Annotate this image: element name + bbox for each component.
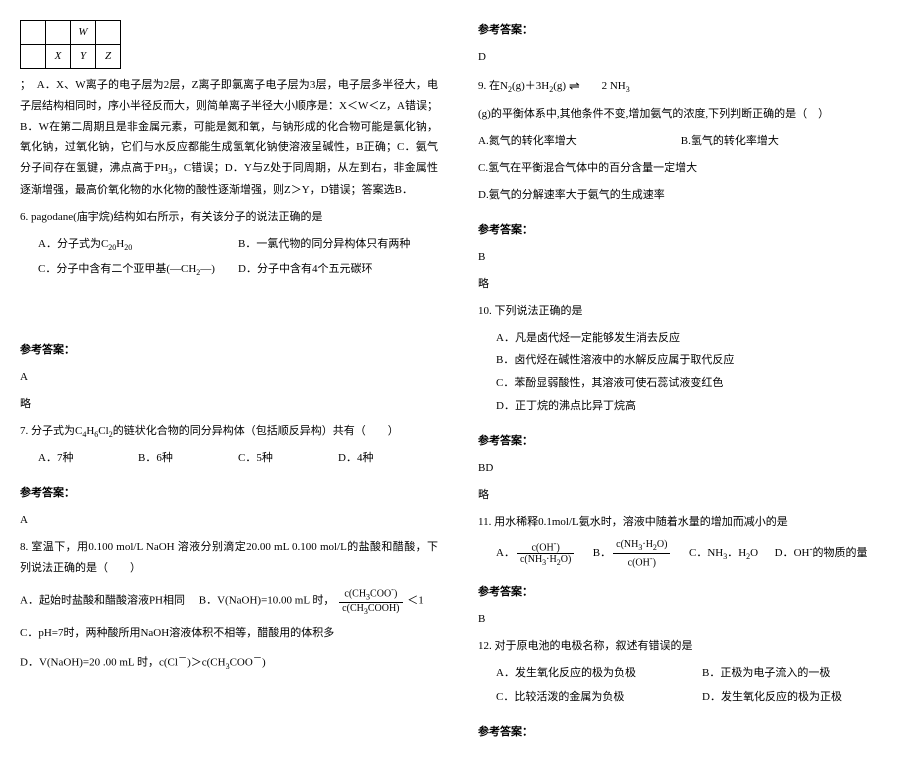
q12-option-d: D．发生氧化反应的极为正极 bbox=[702, 687, 908, 708]
answer-7: A bbox=[20, 510, 438, 531]
q8-b-fraction: c(CH3COO-) c(CH3COOH) bbox=[339, 585, 402, 617]
right-column: 参考答案： D 9. 在N2(g)＋3H2(g) 2 NH3 (g)的平衡体系中… bbox=[478, 20, 908, 749]
q8-stem: 8. 室温下，用0.100 mol/L NaOH 溶液分别滴定20.00 mL … bbox=[20, 537, 438, 579]
q8-option-a: A．起始时盐酸和醋酸溶液PH相同 bbox=[20, 594, 185, 606]
answer-label-11: 参考答案： bbox=[478, 582, 908, 603]
q6-option-a: A．分子式为C20H20 bbox=[38, 234, 238, 255]
answer-label-9: 参考答案： bbox=[478, 220, 908, 241]
q7-options: A．7种 B．6种 C．5种 D．4种 bbox=[38, 448, 438, 469]
q11-options: A． c(OH-) c(NH3·H2O) B． c(NH3·H2O) c(OH-… bbox=[496, 539, 908, 568]
q6-row1: A．分子式为C20H20 B．一氯代物的同分异构体只有两种 bbox=[38, 234, 438, 255]
q6-option-b: B．一氯代物的同分异构体只有两种 bbox=[238, 234, 438, 255]
q7-option-c: C．5种 bbox=[238, 448, 338, 469]
q10-option-b: B．卤代烃在碱性溶液中的水解反应属于取代反应 bbox=[496, 350, 908, 371]
q9-option-c: C.氢气在平衡混合气体中的百分含量一定增大 bbox=[478, 158, 908, 179]
q8-option-b-pre: B．V(NaOH)=10.00 mL 时， bbox=[199, 594, 335, 606]
answer-label-6: 参考答案： bbox=[20, 340, 438, 361]
q7-option-d: D．4种 bbox=[338, 448, 438, 469]
answer-label-7: 参考答案： bbox=[20, 483, 438, 504]
q9-stem: 9. 在N2(g)＋3H2(g) 2 NH3 bbox=[478, 74, 908, 99]
answer-9: B bbox=[478, 247, 908, 268]
q7-stem: 7. 分子式为C4H6Cl2的链状化合物的同分异构体（包括顺反异构）共有（ ） bbox=[20, 421, 438, 442]
q12-row2: C．比较活泼的金属为负极 D．发生氧化反应的极为正极 bbox=[496, 687, 908, 708]
q12-option-c: C．比较活泼的金属为负极 bbox=[496, 687, 702, 708]
q12-option-b: B．正极为电子流入的一极 bbox=[702, 663, 908, 684]
q11-option-d: D．OH-的物质的量 bbox=[775, 547, 868, 559]
q10-option-c: C．苯酚显弱酸性，其溶液可使石蕊试液变红色 bbox=[496, 373, 908, 394]
element-position-table: W XYZ bbox=[20, 20, 121, 69]
q8-option-b-post: ＜1 bbox=[407, 594, 424, 606]
q9-option-a: A.氮气的转化率增大 bbox=[478, 131, 678, 152]
q8-row-ab: A．起始时盐酸和醋酸溶液PH相同 B．V(NaOH)=10.00 mL 时， c… bbox=[20, 585, 438, 617]
q6-stem: 6. pagodane(庙宇烷)结构如右所示，有关该分子的说法正确的是 bbox=[20, 207, 438, 228]
answer-8: D bbox=[478, 47, 908, 68]
q11-b-fraction: c(NH3·H2O) c(OH-) bbox=[613, 539, 670, 568]
q9-option-d: D.氨气的分解速率大于氨气的生成速率 bbox=[478, 185, 908, 206]
q8-option-d: D．V(NaOH)=20 .00 mL 时，c(Cl－)＞c(CH3COO－) bbox=[20, 650, 438, 674]
q9-tail: (g)的平衡体系中,其他条件不变,增加氨气的浓度,下列判断正确的是（ ） bbox=[478, 104, 908, 125]
omit-10: 略 bbox=[478, 485, 908, 506]
answer-11: B bbox=[478, 609, 908, 630]
omit-6: 略 bbox=[20, 394, 438, 415]
answer-label-8: 参考答案： bbox=[478, 20, 908, 41]
q6-row2: C．分子中含有二个亚甲基(—CH2—) D．分子中含有4个五元碳环 bbox=[38, 259, 438, 280]
q10-option-d: D．正丁烷的沸点比异丁烷高 bbox=[496, 396, 908, 417]
q10-stem: 10. 下列说法正确的是 bbox=[478, 301, 908, 322]
q12-stem: 12. 对于原电池的电极名称，叙述有错误的是 bbox=[478, 636, 908, 657]
q6-option-c: C．分子中含有二个亚甲基(—CH2—) bbox=[38, 259, 238, 280]
q6-option-d: D．分子中含有4个五元碳环 bbox=[238, 259, 438, 280]
q9-row-ab: A.氮气的转化率增大 B.氢气的转化率增大 bbox=[478, 131, 908, 152]
q11-a-fraction: c(OH-) c(NH3·H2O) bbox=[517, 539, 574, 568]
q7-option-a: A．7种 bbox=[38, 448, 138, 469]
q9-option-b: B.氢气的转化率增大 bbox=[681, 135, 779, 147]
q12-row1: A．发生氧化反应的极为负极 B．正极为电子流入的一极 bbox=[496, 663, 908, 684]
answer-label-10: 参考答案： bbox=[478, 431, 908, 452]
q10-option-a: A．凡是卤代烃一定能够发生消去反应 bbox=[496, 328, 908, 349]
q11-option-c: C．NH3．H2O bbox=[689, 547, 758, 559]
q7-option-b: B．6种 bbox=[138, 448, 238, 469]
answer-10: BD bbox=[478, 458, 908, 479]
q11-stem: 11. 用水稀释0.1mol/L氨水时，溶液中随着水量的增加而减小的是 bbox=[478, 512, 908, 533]
equilibrium-arrow-icon bbox=[569, 74, 599, 99]
left-column: W XYZ ； A．X、W离子的电子层为2层，Z离子即氯离子电子层为3层，电子层… bbox=[20, 20, 438, 749]
answer-6: A bbox=[20, 367, 438, 388]
answer-label-12: 参考答案： bbox=[478, 722, 908, 743]
q5-explanation: ； A．X、W离子的电子层为2层，Z离子即氯离子电子层为3层，电子层多半径大，电… bbox=[20, 75, 438, 201]
q12-option-a: A．发生氧化反应的极为负极 bbox=[496, 663, 702, 684]
q8-option-c: C．pH=7时，两种酸所用NaOH溶液体积不相等，醋酸用的体积多 bbox=[20, 623, 438, 644]
omit-9: 略 bbox=[478, 274, 908, 295]
